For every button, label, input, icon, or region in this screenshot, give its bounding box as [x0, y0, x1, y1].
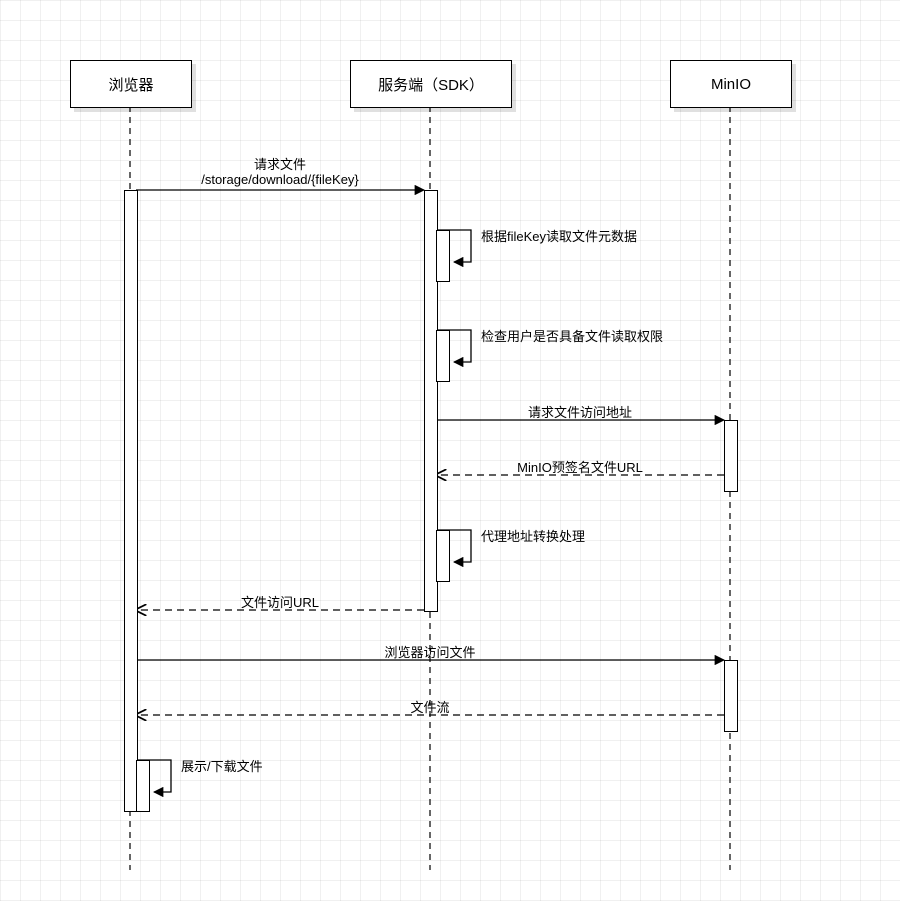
message-label: 请求文件	[0, 154, 730, 173]
activation-bar	[136, 760, 150, 812]
activation-bar	[436, 230, 450, 282]
message-label: 浏览器访问文件	[0, 642, 880, 661]
participant-minio: MinIO	[670, 60, 792, 108]
message-label: 文件流	[0, 697, 880, 716]
message-label: /storage/download/{fileKey}	[0, 172, 730, 187]
participant-server: 服务端（SDK）	[350, 60, 512, 108]
message-label: 展示/下载文件	[181, 756, 263, 775]
message-label: MinIO预签名文件URL	[130, 457, 900, 476]
message-label: 文件访问URL	[0, 592, 730, 611]
message-label: 请求文件访问地址	[130, 402, 900, 421]
participant-browser: 浏览器	[70, 60, 192, 108]
message-label: 代理地址转换处理	[481, 526, 585, 545]
activation-bar	[724, 420, 738, 492]
activation-bar	[124, 190, 138, 812]
message-label: 检查用户是否具备文件读取权限	[481, 326, 663, 345]
participant-label: 服务端（SDK）	[378, 74, 484, 95]
activation-bar	[436, 330, 450, 382]
participant-label: 浏览器	[108, 74, 153, 95]
activation-bar	[436, 530, 450, 582]
activation-bar	[724, 660, 738, 732]
message-label: 根据fileKey读取文件元数据	[481, 226, 637, 245]
participant-label: MinIO	[711, 76, 751, 93]
